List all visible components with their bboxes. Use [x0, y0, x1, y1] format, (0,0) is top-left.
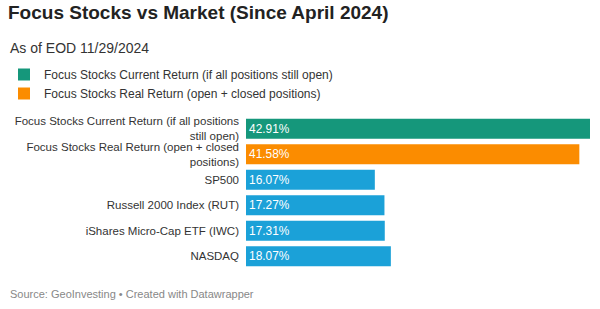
svg-text:42.91%: 42.91% [249, 122, 290, 136]
svg-text:As of EOD 11/29/2024: As of EOD 11/29/2024 [10, 40, 149, 56]
svg-text:Russell 2000 Index (RUT): Russell 2000 Index (RUT) [107, 199, 239, 211]
svg-text:17.31%: 17.31% [249, 224, 290, 238]
svg-text:NASDAQ: NASDAQ [190, 250, 239, 262]
svg-text:17.27%: 17.27% [249, 198, 290, 212]
svg-text:Focus Stocks Current Return (i: Focus Stocks Current Return (if all posi… [15, 115, 240, 142]
svg-text:41.58%: 41.58% [249, 147, 290, 161]
svg-text:Focus Stocks vs Market (Since: Focus Stocks vs Market (Since April 2024… [8, 2, 389, 23]
svg-text:SP500: SP500 [204, 174, 239, 186]
svg-text:Focus Stocks Real Return (open: Focus Stocks Real Return (open + closedp… [26, 141, 239, 168]
svg-text:Source: GeoInvesting • Created: Source: GeoInvesting • Created with Data… [10, 288, 254, 300]
svg-text:Focus Stocks Current Return (i: Focus Stocks Current Return (if all posi… [44, 68, 333, 82]
svg-text:16.07%: 16.07% [249, 173, 290, 187]
svg-text:18.07%: 18.07% [249, 249, 290, 263]
svg-text:iShares Micro-Cap ETF (IWC): iShares Micro-Cap ETF (IWC) [86, 225, 240, 237]
svg-text:Focus Stocks Real Return (open: Focus Stocks Real Return (open + closed … [44, 87, 320, 101]
